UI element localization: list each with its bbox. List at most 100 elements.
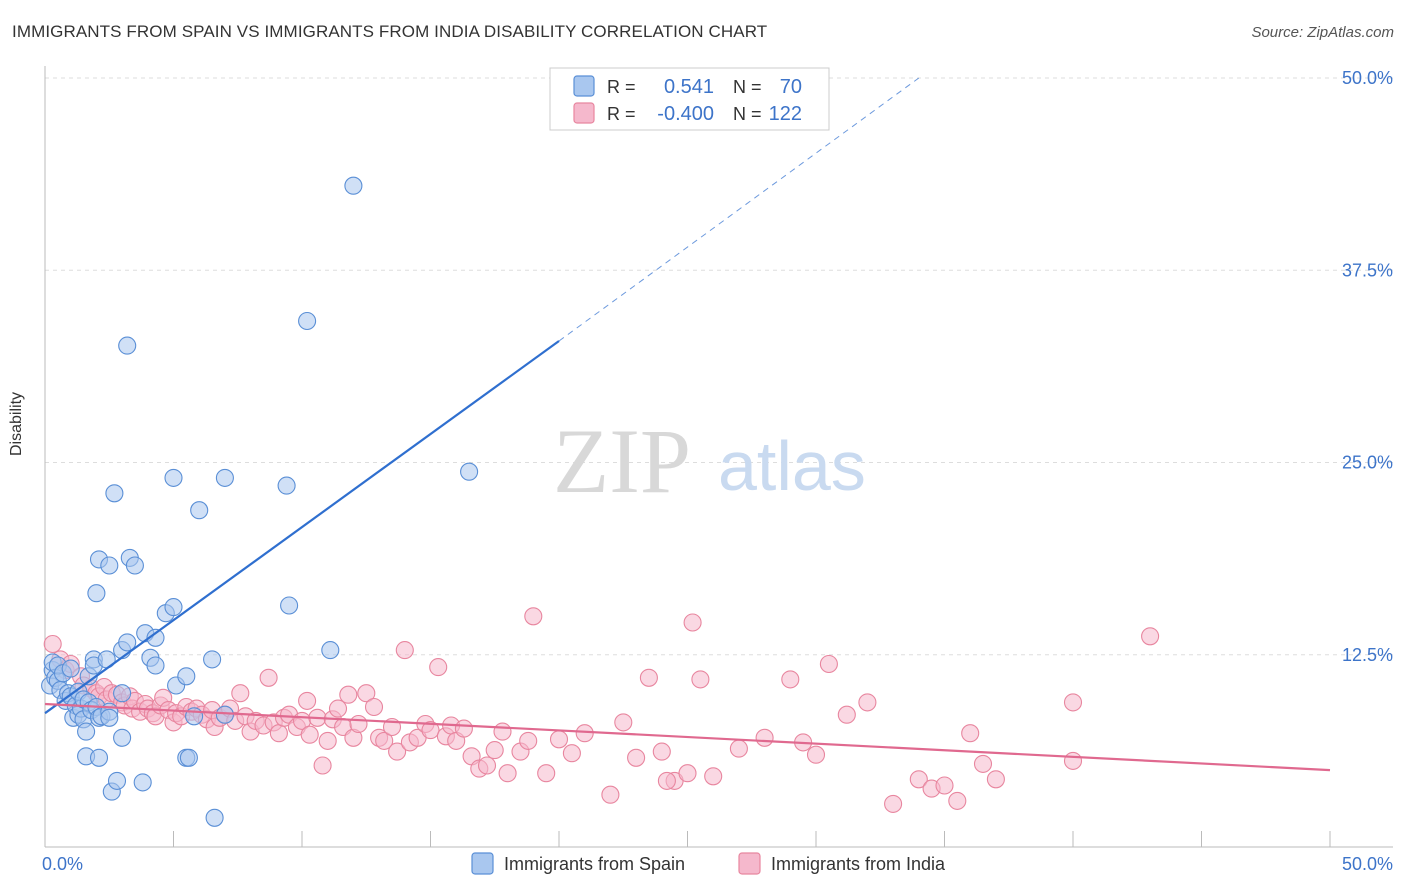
india-point — [986, 770, 1005, 789]
y-tick-label: 50.0% — [1342, 68, 1393, 88]
spain-point — [107, 771, 127, 790]
bottom-legend-india-label: Immigrants from India — [771, 854, 946, 874]
spain-point — [146, 656, 165, 675]
y-tick-label: 12.5% — [1342, 645, 1393, 665]
grid — [45, 77, 1393, 656]
india-point — [837, 705, 856, 724]
spain-point — [118, 633, 137, 652]
spain-point — [100, 556, 119, 575]
india-point — [884, 794, 903, 813]
india-point — [639, 668, 658, 687]
india-point — [781, 670, 800, 689]
legend-india-n-value: 122 — [769, 103, 802, 125]
legend-spain-n-value: 70 — [780, 76, 802, 98]
india-point — [339, 685, 358, 704]
spain-point — [298, 311, 317, 331]
india-point — [683, 613, 702, 632]
india-trend-line — [44, 702, 1331, 772]
india-point — [935, 776, 954, 795]
legend-spain-r-label: R = — [607, 77, 636, 97]
legend-india-swatch — [573, 102, 595, 124]
legend-spain-n-label: N = — [733, 77, 762, 97]
spain-point — [203, 650, 222, 669]
spain-point — [215, 468, 234, 487]
india-point — [485, 741, 504, 760]
spain-trend-extension — [558, 77, 920, 342]
india-point — [328, 699, 348, 718]
watermark-atlas: atlas — [718, 427, 866, 505]
india-point — [562, 744, 581, 763]
india-point — [704, 767, 723, 786]
india-point — [388, 742, 407, 761]
spain-point — [164, 598, 183, 617]
legend-spain-r-value: 0.541 — [664, 76, 714, 98]
bottom-legend-india-swatch — [738, 852, 761, 875]
india-point — [806, 745, 826, 764]
india-point — [421, 721, 440, 740]
spain-point — [125, 556, 144, 575]
watermark-zip: ZIP — [553, 410, 691, 512]
spain-point — [118, 336, 137, 355]
india-point — [1063, 693, 1083, 712]
india-point — [755, 728, 774, 747]
spain-point — [113, 684, 132, 703]
spain-trend-line — [44, 340, 560, 715]
source-credit: Source: ZipAtlas.com — [1251, 24, 1394, 41]
spain-point — [100, 708, 119, 727]
india-point — [493, 722, 512, 741]
india-point — [519, 731, 538, 750]
india-point — [454, 719, 473, 738]
legend-spain-swatch — [573, 75, 595, 97]
india-point — [601, 785, 620, 804]
spain-point — [61, 659, 80, 678]
spain-point — [89, 748, 109, 767]
india-point — [375, 731, 394, 750]
india-point — [537, 764, 556, 783]
spain-point — [113, 728, 132, 747]
india-point — [973, 754, 993, 773]
legend-india-r-value: -0.400 — [657, 103, 714, 125]
spain-point — [344, 176, 363, 195]
stats-legend-box — [549, 67, 830, 131]
india-point — [349, 714, 368, 734]
spain-point — [146, 628, 165, 647]
india-point — [575, 724, 594, 743]
trend-lines — [44, 77, 1331, 772]
india-point — [961, 724, 980, 743]
spain-point — [179, 748, 198, 767]
india-point — [614, 713, 633, 732]
axes — [44, 66, 1393, 848]
india-point — [364, 697, 384, 717]
india-point — [909, 770, 928, 789]
india-point — [819, 654, 838, 674]
india-point — [948, 791, 967, 810]
india-point — [549, 730, 569, 749]
legend-india-r-label: R = — [607, 104, 636, 124]
india-point — [691, 670, 710, 689]
india-point — [729, 739, 748, 758]
india-point — [1063, 751, 1083, 770]
spain-point — [321, 641, 340, 660]
india-point — [269, 724, 288, 743]
watermark: ZIP atlas — [553, 410, 866, 512]
india-point — [858, 693, 877, 712]
x-tick-label: 0.0% — [42, 854, 83, 874]
spain-point — [177, 667, 196, 686]
india-point — [318, 731, 337, 750]
india-point — [657, 771, 676, 790]
chart-title: IMMIGRANTS FROM SPAIN VS IMMIGRANTS FROM… — [12, 22, 768, 41]
india-point — [395, 641, 414, 660]
y-tick-label: 25.0% — [1342, 453, 1393, 473]
india-point — [300, 725, 319, 744]
spain-point — [215, 705, 234, 724]
india-point — [524, 607, 543, 626]
spain-point — [87, 584, 106, 603]
spain-point — [164, 468, 183, 487]
india-point — [678, 764, 697, 783]
india-point — [357, 684, 376, 703]
tick-labels: 12.5% 25.0% 37.5% 50.0% 0.0% 50.0% — [42, 68, 1393, 874]
india-point — [652, 742, 671, 761]
stats-legend: R = 0.541 N = 70 R = -0.400 N = 122 — [549, 67, 830, 131]
india-points — [43, 607, 1160, 813]
